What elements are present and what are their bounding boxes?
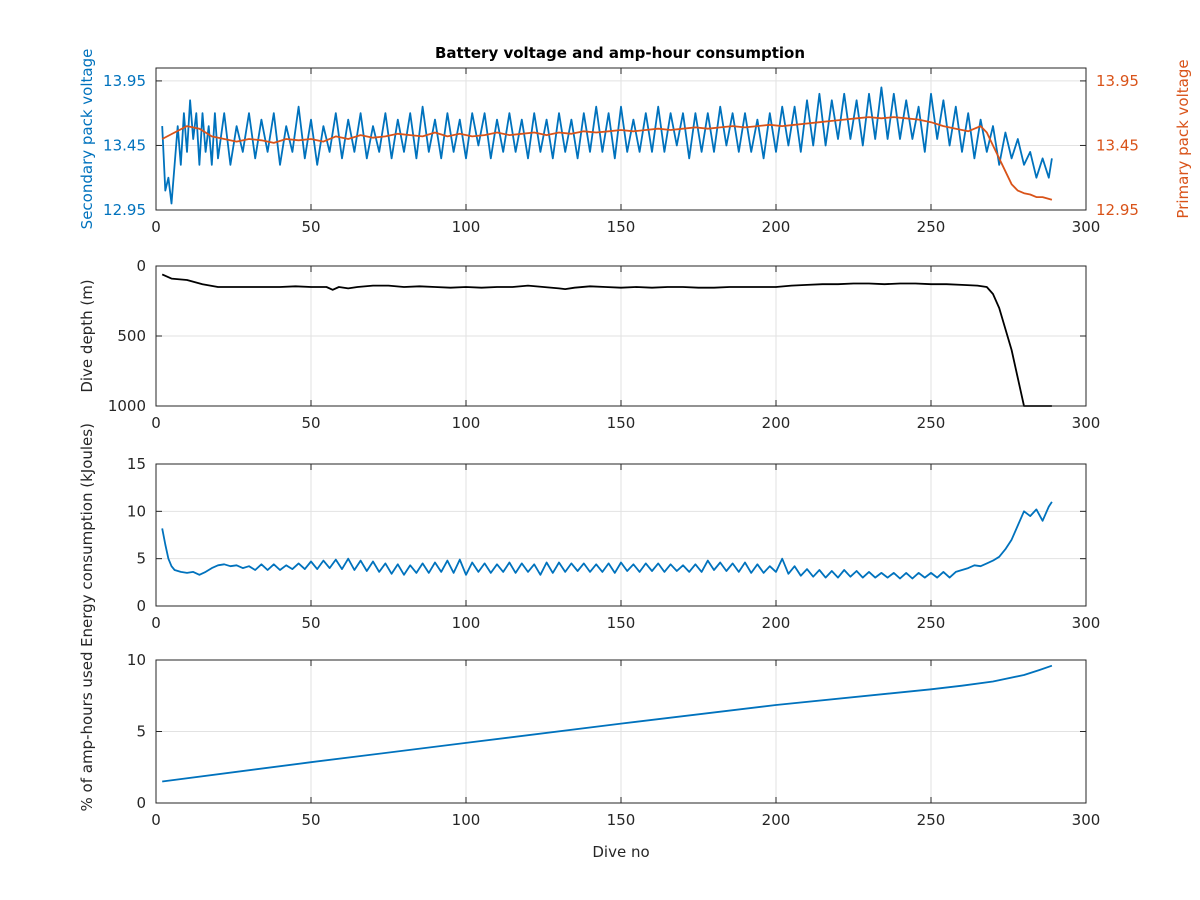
x-tick-label: 50: [301, 614, 320, 632]
y-right-tick-label: 13.45: [1096, 136, 1139, 154]
figure-title: Battery voltage and amp-hour consumption: [435, 44, 805, 62]
y-right-tick-label: 12.95: [1096, 201, 1139, 219]
x-tick-label: 0: [151, 414, 161, 432]
y-tick-label: 500: [117, 327, 146, 345]
y-axis-label: Secondary pack voltage: [78, 49, 96, 230]
x-tick-label: 150: [607, 414, 636, 432]
x-tick-label: 250: [917, 811, 946, 829]
x-tick-label: 300: [1072, 811, 1101, 829]
y-axis-label: Dive depth (m): [78, 279, 96, 392]
subplot-2: 0 50 100 150 200 250 300 0 500 1000 Dive depth (m): [78, 257, 1100, 432]
x-tick-label: 250: [917, 218, 946, 236]
x-tick-label: 50: [301, 811, 320, 829]
series-line-1: [161, 86, 1053, 205]
x-tick-label: 100: [452, 414, 481, 432]
series-line-1: [162, 664, 1053, 783]
x-tick-label: 0: [151, 614, 161, 632]
x-tick-label: 150: [607, 614, 636, 632]
x-tick-label: 300: [1072, 414, 1101, 432]
y-tick-label: 5: [136, 550, 146, 568]
y-right-tick-label: 13.95: [1096, 72, 1139, 90]
y-tick-label: 0: [136, 257, 146, 275]
x-tick-label: 200: [762, 218, 791, 236]
x-axis-label: Dive no: [592, 843, 649, 861]
x-tick-label: 250: [917, 614, 946, 632]
subplots: 0 50 100 150 200 250 30012.9513.4513.9512.9513…: [78, 49, 1192, 861]
subplot-4: 0 50 100 150 200 250 300 0 5 10 % of amp-hours use…: [78, 651, 1100, 861]
y-tick-label: 0: [136, 597, 146, 615]
x-tick-label: 300: [1072, 218, 1101, 236]
y-tick-label: 10: [127, 502, 146, 520]
y-right-axis-label: Primary pack voltage: [1174, 59, 1192, 218]
y-tick-label: 13.45: [103, 136, 146, 154]
x-tick-label: 50: [301, 414, 320, 432]
y-tick-label: 13.95: [103, 72, 146, 90]
y-tick-label: 12.95: [103, 201, 146, 219]
series-line-1: [161, 273, 1052, 407]
x-tick-label: 100: [452, 614, 481, 632]
y-axis-label: Energy consumption (kJoules): [78, 423, 96, 647]
x-tick-label: 250: [917, 414, 946, 432]
series-line-2: [161, 116, 1053, 201]
x-tick-label: 200: [762, 811, 791, 829]
y-tick-label: 0: [136, 794, 146, 812]
y-axis-label: % of amp-hours used: [78, 652, 96, 812]
x-tick-label: 300: [1072, 614, 1101, 632]
y-tick-label: 10: [127, 651, 146, 669]
x-tick-label: 150: [607, 811, 636, 829]
series-line-1: [161, 501, 1053, 580]
y-tick-label: 15: [127, 455, 146, 473]
x-tick-label: 200: [762, 614, 791, 632]
subplot-1: 0 50 100 150 200 250 30012.9513.4513.9512.9513…: [78, 49, 1192, 236]
x-tick-label: 100: [452, 811, 481, 829]
x-tick-label: 0: [151, 811, 161, 829]
x-tick-label: 200: [762, 414, 791, 432]
subplot-3: 0 50 100 150 200 250 300 0 5 10 15 Energy consumpti…: [78, 423, 1100, 647]
x-tick-label: 50: [301, 218, 320, 236]
y-tick-label: 1000: [108, 397, 146, 415]
y-tick-label: 5: [136, 723, 146, 741]
x-tick-label: 100: [452, 218, 481, 236]
x-tick-label: 150: [607, 218, 636, 236]
x-tick-label: 0: [151, 218, 161, 236]
